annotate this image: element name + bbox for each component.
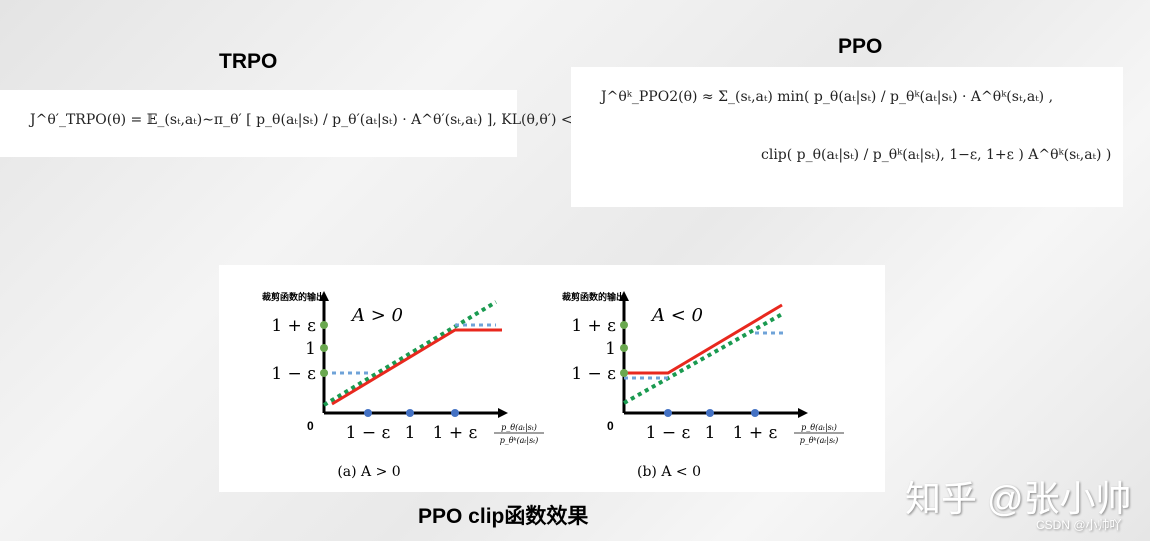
y-tick-label: 1 + ε: [271, 316, 316, 336]
ppo-formula-line2: clip( p_θ(aₜ|sₜ) / p_θᵏ(aₜ|sₜ), 1−ε, 1+ε…: [761, 147, 1112, 163]
x-axis-arrow: [498, 408, 508, 418]
ppo-formula-line1: J^θᵏ_PPO2(θ) ≈ Σ_(sₜ,aₜ) min( p_θ(aₜ|sₜ)…: [601, 89, 1054, 105]
y-tick-label: 1: [605, 339, 616, 359]
x-tick-dot: [664, 409, 672, 417]
x-tick-label: 1 − ε: [346, 423, 391, 443]
y-tick-label: 1 − ε: [271, 364, 316, 384]
y-tick-dot: [320, 321, 328, 329]
y-tick-dot: [320, 369, 328, 377]
panel-caption: (b) A < 0: [637, 464, 701, 480]
x-axis-label-denominator: p_θᵏ(aₜ|sₜ): [800, 436, 839, 445]
x-tick-dot: [706, 409, 714, 417]
y-tick-dot: [620, 369, 628, 377]
y-tick-dot: [320, 344, 328, 352]
x-tick-label: 1: [405, 423, 416, 443]
x-axis-label-denominator: p_θᵏ(aₜ|sₜ): [500, 436, 539, 445]
y-tick-label: 1 + ε: [571, 316, 616, 336]
figure-caption: PPO clip函数效果: [418, 505, 589, 528]
watermark-sub: CSDN @小帅吖: [1036, 518, 1122, 532]
x-tick-label: 1: [705, 423, 716, 443]
y-tick-label: 1: [305, 339, 316, 359]
y-axis-arrow: [319, 291, 329, 301]
ppo-title: PPO: [838, 35, 883, 58]
x-axis-label-numerator: p_θ(aₜ|sₜ): [501, 423, 537, 432]
y-axis-label: 裁剪函数的输出: [562, 291, 625, 303]
origin-label: 0: [307, 419, 314, 433]
ratio-line: [623, 311, 785, 405]
panel-annotation: A > 0: [350, 305, 403, 326]
y-axis-arrow: [619, 291, 629, 301]
clip-line: [624, 303, 783, 375]
panel-annotation: A < 0: [650, 305, 703, 326]
x-tick-dot: [364, 409, 372, 417]
x-tick-label: 1 + ε: [433, 423, 478, 443]
origin-label: 0: [607, 419, 614, 433]
x-tick-dot: [451, 409, 459, 417]
panel-caption: (a) A > 0: [337, 464, 400, 480]
y-axis-label: 裁剪函数的输出: [262, 291, 325, 303]
x-axis-label-numerator: p_θ(aₜ|sₜ): [801, 423, 837, 432]
x-tick-label: 1 + ε: [733, 423, 778, 443]
clip-plots: 裁剪函数的输出 0 1 + ε 1 1 − ε 1 − ε 1 1 + ε A > 0 p_θ(a…: [262, 291, 844, 480]
watermark-main: 知乎 @张小帅: [905, 478, 1132, 519]
x-tick-dot: [751, 409, 759, 417]
x-tick-dot: [406, 409, 414, 417]
trpo-title: TRPO: [219, 50, 278, 73]
trpo-formula: J^θ′_TRPO(θ) = 𝔼_(sₜ,aₜ)∼π_θ′ [ p_θ(aₜ|s…: [30, 112, 586, 128]
y-tick-dot: [620, 321, 628, 329]
clip-line: [331, 328, 502, 406]
trpo-formula-box: J^θ′_TRPO(θ) = 𝔼_(sₜ,aₜ)∼π_θ′ [ p_θ(aₜ|s…: [0, 90, 585, 157]
y-tick-dot: [620, 344, 628, 352]
x-tick-label: 1 − ε: [646, 423, 691, 443]
clip-figure: 裁剪函数的输出 0 1 + ε 1 1 − ε 1 − ε 1 1 + ε A > 0 p_θ(a…: [219, 265, 885, 492]
ppo-formula-box: J^θᵏ_PPO2(θ) ≈ Σ_(sₜ,aₜ) min( p_θ(aₜ|sₜ)…: [571, 67, 1123, 207]
y-tick-label: 1 − ε: [571, 364, 616, 384]
x-axis-arrow: [798, 408, 808, 418]
ratio-line: [322, 300, 498, 407]
